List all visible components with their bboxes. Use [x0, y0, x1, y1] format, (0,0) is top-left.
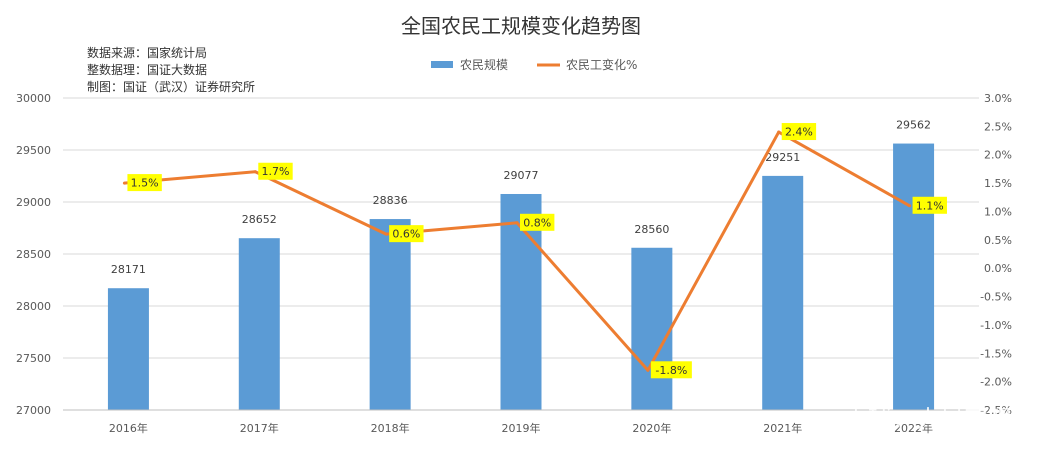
- line-label-bg: [520, 213, 555, 231]
- y-right-tick-label: 0.5%: [984, 234, 1012, 247]
- y-right-tick-label: -2.0%: [980, 376, 1012, 389]
- line-point: [777, 130, 781, 134]
- line-data-label: 1.1%: [916, 199, 944, 212]
- axes: 27000 27500 28000 28500 29000 29500 30000 -2.5%…: [16, 92, 1012, 435]
- line-label-bg: [650, 361, 692, 379]
- line-data-label: 1.7%: [262, 165, 290, 178]
- bar: [893, 143, 935, 410]
- bar: [238, 238, 280, 410]
- bar-series: 28171 28652 28836 29077 28560 29251 29562: [107, 119, 935, 410]
- legend-label: 农民工变化%: [566, 57, 637, 72]
- x-tick-label: 2016年: [109, 421, 148, 435]
- legend: 农民规模 农民工变化%: [431, 57, 637, 72]
- bar-data-label: 28652: [242, 213, 277, 226]
- x-tick-label: 2022年: [894, 421, 933, 435]
- line-label-bg: [127, 174, 162, 192]
- source-line: 整数据理：国证大数据: [87, 62, 207, 77]
- line-point: [253, 170, 257, 174]
- source-line: 数据来源：国家统计局: [87, 45, 207, 60]
- line-label-bg: [258, 162, 293, 180]
- line-data-label: 0.6%: [392, 228, 420, 241]
- y-right-tick-label: 1.5%: [984, 177, 1012, 190]
- y-left-tick-label: 28500: [16, 248, 51, 261]
- y-left-tick-label: 29500: [16, 144, 51, 157]
- y-right-tick-label: 1.0%: [984, 205, 1012, 218]
- y-right-tick-label: -1.5%: [980, 347, 1012, 360]
- y-left-tick-label: 29000: [16, 196, 51, 209]
- line-data-label: 2.4%: [785, 126, 813, 139]
- line-point: [122, 181, 126, 185]
- x-tick-label: 2020年: [632, 421, 671, 435]
- line-point: [515, 221, 519, 225]
- line-label-bg: [912, 196, 947, 214]
- watermark: 雪球：火星宏观: [844, 405, 1012, 433]
- x-tick-label: 2019年: [502, 421, 541, 435]
- bar-data-label: 28560: [634, 223, 669, 236]
- y-right-tick-label: 2.5%: [984, 120, 1012, 133]
- legend-label: 农民规模: [460, 57, 508, 72]
- y-right-tick-label: 3.0%: [984, 92, 1012, 105]
- bar: [369, 219, 411, 410]
- bar-data-label: 29251: [765, 151, 800, 164]
- x-tick-label: 2018年: [371, 421, 410, 435]
- line-point: [908, 204, 912, 208]
- y-right-tick-label: -0.5%: [980, 291, 1012, 304]
- bar-data-label: 28836: [373, 194, 408, 207]
- line-series: 1.5% 1.7% 0.6% 0.8% -1.8% 2.4% 1.1%: [122, 123, 947, 379]
- line-data-label: 0.8%: [523, 216, 551, 229]
- y-right-tick-label: 2.0%: [984, 149, 1012, 162]
- bar: [107, 288, 149, 410]
- line-data-label: 1.5%: [131, 177, 159, 190]
- x-tick-label: 2021年: [763, 421, 802, 435]
- y-left-tick-label: 28000: [16, 300, 51, 313]
- y-left-tick-label: 27500: [16, 352, 51, 365]
- line-label-bg: [781, 123, 817, 141]
- legend-swatch-bar: [431, 61, 453, 68]
- y-right-tick-label: -1.0%: [980, 319, 1012, 332]
- line-point: [384, 232, 388, 236]
- line-label-bg: [389, 225, 424, 243]
- bar-data-label: 29562: [896, 119, 931, 132]
- bar-data-label: 29077: [504, 169, 539, 182]
- bar: [762, 175, 804, 410]
- y-right-tick-label: 0.0%: [984, 262, 1012, 275]
- line-point: [646, 368, 650, 372]
- line-data-label: -1.8%: [655, 364, 687, 377]
- chart-title: 全国农民工规模变化趋势图: [401, 14, 641, 38]
- y-left-tick-label: 27000: [16, 404, 51, 417]
- x-tick-label: 2017年: [240, 421, 279, 435]
- bar-data-label: 28171: [111, 263, 146, 276]
- y-left-tick-label: 30000: [16, 92, 51, 105]
- source-line: 制图：国证（武汉）证券研究所: [87, 79, 255, 94]
- bar: [631, 247, 673, 410]
- y-right-tick-label: -2.5%: [980, 404, 1012, 417]
